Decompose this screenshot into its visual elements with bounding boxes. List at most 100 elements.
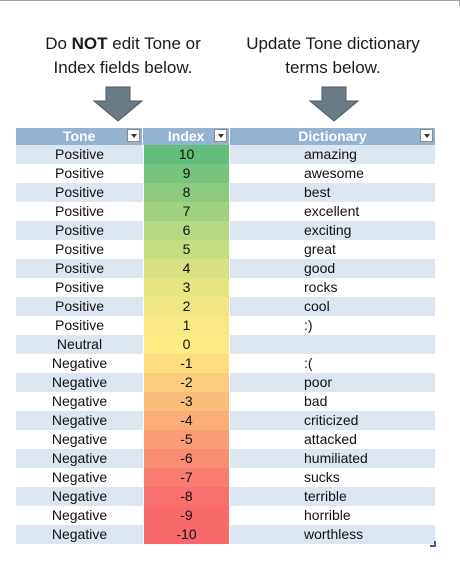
table-row[interactable]: Positive 4 good	[16, 259, 435, 278]
table-row[interactable]: Negative -2 poor	[16, 373, 435, 392]
table-row[interactable]: Positive 5 great	[16, 240, 435, 259]
index-cell[interactable]: 0	[143, 335, 230, 354]
table-row[interactable]: Negative -1:(	[16, 354, 435, 373]
dictionary-cell[interactable]: :)	[230, 316, 435, 335]
index-cell[interactable]: -8	[143, 487, 230, 506]
table-row[interactable]: Negative -4 criticized	[16, 411, 435, 430]
dictionary-cell[interactable]: :(	[230, 354, 435, 373]
index-cell[interactable]: 1	[143, 316, 230, 335]
index-cell[interactable]: -7	[143, 468, 230, 487]
tone-table: Tone Index Dictionary Positive 10 amazing P…	[16, 128, 435, 544]
tone-cell[interactable]: Negative	[16, 487, 143, 506]
table-header: Tone Index Dictionary	[16, 128, 435, 145]
index-cell[interactable]: -4	[143, 411, 230, 430]
index-cell[interactable]: 8	[143, 183, 230, 202]
tone-cell[interactable]: Negative	[16, 449, 143, 468]
tone-cell[interactable]: Negative	[16, 506, 143, 525]
table-row[interactable]: Positive 2 cool	[16, 297, 435, 316]
table-row[interactable]: Negative -3 bad	[16, 392, 435, 411]
table-row[interactable]: Negative -7 sucks	[16, 468, 435, 487]
table-resize-handle[interactable]	[430, 541, 436, 547]
instruction-right-line2: terms below.	[285, 58, 381, 77]
index-cell[interactable]: 4	[143, 259, 230, 278]
dictionary-cell[interactable]: best	[230, 183, 435, 202]
dictionary-cell[interactable]: worthless	[230, 525, 435, 544]
index-cell[interactable]: 10	[143, 145, 230, 164]
table-row[interactable]: Positive 9 awesome	[16, 164, 435, 183]
instruction-right-line1: Update Tone dictionary	[246, 34, 420, 53]
index-cell[interactable]: -3	[143, 392, 230, 411]
tone-cell[interactable]: Negative	[16, 525, 143, 544]
dictionary-cell[interactable]: attacked	[230, 430, 435, 449]
index-cell[interactable]: -10	[143, 525, 230, 544]
index-cell[interactable]: 9	[143, 164, 230, 183]
down-arrow-icon	[92, 86, 144, 122]
index-cell[interactable]: -1	[143, 354, 230, 373]
column-header-label: Dictionary	[298, 128, 367, 144]
index-cell[interactable]: -2	[143, 373, 230, 392]
tone-cell[interactable]: Positive	[16, 259, 143, 278]
dictionary-cell[interactable]: excellent	[230, 202, 435, 221]
filter-dropdown-icon[interactable]	[127, 129, 141, 142]
dictionary-cell[interactable]	[230, 335, 435, 354]
table-row[interactable]: Positive 1:)	[16, 316, 435, 335]
index-cell[interactable]: 2	[143, 297, 230, 316]
dictionary-cell[interactable]: amazing	[230, 145, 435, 164]
tone-cell[interactable]: Positive	[16, 240, 143, 259]
tone-cell[interactable]: Neutral	[16, 335, 143, 354]
table-row[interactable]: Negative -5 attacked	[16, 430, 435, 449]
table-row[interactable]: Positive 10 amazing	[16, 145, 435, 164]
dictionary-cell[interactable]: poor	[230, 373, 435, 392]
table-row[interactable]: Negative -9 horrible	[16, 506, 435, 525]
index-cell[interactable]: 6	[143, 221, 230, 240]
tone-cell[interactable]: Positive	[16, 164, 143, 183]
index-cell[interactable]: -6	[143, 449, 230, 468]
table-row[interactable]: Positive 6 exciting	[16, 221, 435, 240]
dictionary-cell[interactable]: great	[230, 240, 435, 259]
tone-cell[interactable]: Positive	[16, 297, 143, 316]
tone-cell[interactable]: Positive	[16, 183, 143, 202]
table-row[interactable]: Positive 7 excellent	[16, 202, 435, 221]
index-cell[interactable]: 3	[143, 278, 230, 297]
dictionary-cell[interactable]: bad	[230, 392, 435, 411]
table-row[interactable]: Negative -6 humiliated	[16, 449, 435, 468]
tone-cell[interactable]: Negative	[16, 354, 143, 373]
dictionary-cell[interactable]: cool	[230, 297, 435, 316]
index-cell[interactable]: 5	[143, 240, 230, 259]
dictionary-cell[interactable]: rocks	[230, 278, 435, 297]
index-cell[interactable]: -5	[143, 430, 230, 449]
filter-dropdown-icon[interactable]	[213, 129, 227, 142]
tone-cell[interactable]: Negative	[16, 468, 143, 487]
tone-cell[interactable]: Positive	[16, 221, 143, 240]
table-row[interactable]: Positive 8 best	[16, 183, 435, 202]
tone-cell[interactable]: Positive	[16, 145, 143, 164]
table-row[interactable]: Positive 3 rocks	[16, 278, 435, 297]
dictionary-cell[interactable]: humiliated	[230, 449, 435, 468]
tone-cell[interactable]: Negative	[16, 430, 143, 449]
dictionary-cell[interactable]: terrible	[230, 487, 435, 506]
dictionary-cell[interactable]: good	[230, 259, 435, 278]
instruction-text: Do	[45, 34, 72, 53]
window-top-border	[0, 0, 460, 1]
tone-cell[interactable]: Positive	[16, 316, 143, 335]
instruction-left-line2: Index fields below.	[53, 58, 193, 77]
index-cell[interactable]: -9	[143, 506, 230, 525]
instruction-left-line1: Do NOT edit Tone or	[28, 32, 218, 56]
tone-cell[interactable]: Positive	[16, 278, 143, 297]
tone-cell[interactable]: Negative	[16, 411, 143, 430]
tone-cell[interactable]: Negative	[16, 373, 143, 392]
table-row[interactable]: Negative -8 terrible	[16, 487, 435, 506]
table-row[interactable]: Negative -10 worthless	[16, 525, 435, 544]
dictionary-cell[interactable]: criticized	[230, 411, 435, 430]
dictionary-cell[interactable]: sucks	[230, 468, 435, 487]
dictionary-cell[interactable]: awesome	[230, 164, 435, 183]
dictionary-cell[interactable]: horrible	[230, 506, 435, 525]
tone-cell[interactable]: Negative	[16, 392, 143, 411]
filter-dropdown-icon[interactable]	[420, 129, 433, 142]
index-cell[interactable]: 7	[143, 202, 230, 221]
column-header-label: Tone	[62, 128, 96, 144]
table-row[interactable]: Neutral 0	[16, 335, 435, 354]
dictionary-cell[interactable]: exciting	[230, 221, 435, 240]
column-header-dictionary: Dictionary	[229, 128, 435, 145]
tone-cell[interactable]: Positive	[16, 202, 143, 221]
